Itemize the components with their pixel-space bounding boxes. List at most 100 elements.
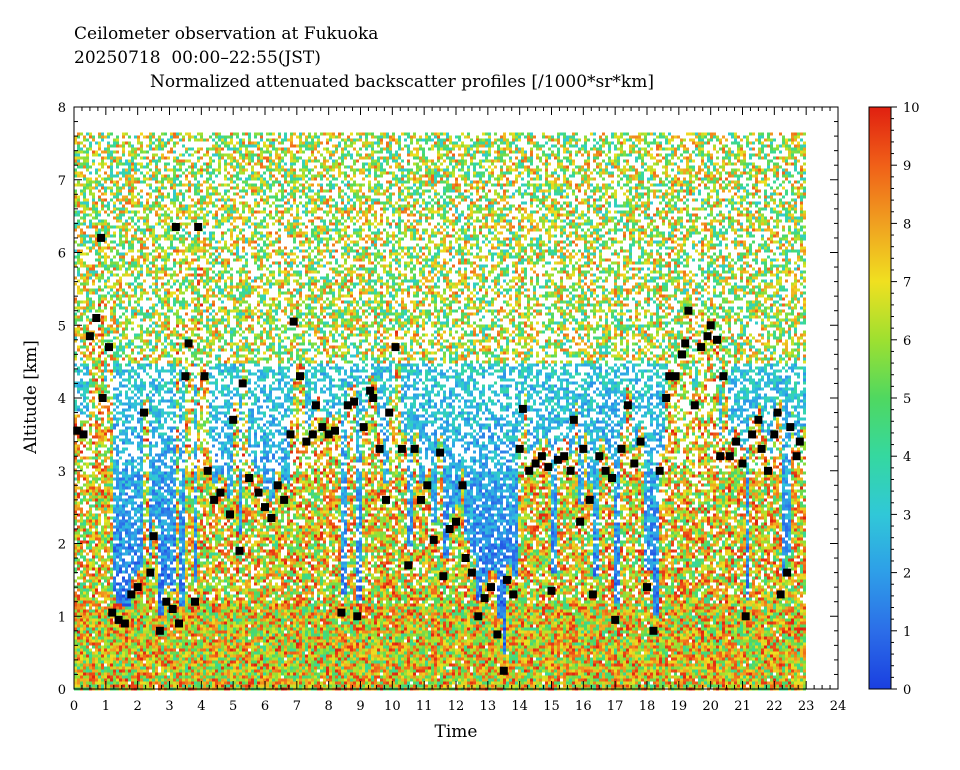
heatmap-cell bbox=[185, 330, 188, 334]
heatmap-cell bbox=[119, 684, 122, 688]
heatmap-cell bbox=[164, 219, 167, 223]
heatmap-cell bbox=[80, 498, 83, 502]
heatmap-cell bbox=[173, 282, 176, 286]
heatmap-cell bbox=[131, 351, 134, 355]
heatmap-cell bbox=[176, 462, 179, 466]
heatmap-cell bbox=[140, 420, 143, 424]
heatmap-cell bbox=[113, 357, 116, 361]
heatmap-cell bbox=[173, 264, 176, 268]
heatmap-cell bbox=[188, 282, 191, 286]
heatmap-cell bbox=[77, 615, 80, 619]
heatmap-cell bbox=[107, 270, 110, 274]
heatmap-cell bbox=[173, 198, 176, 202]
heatmap-cell bbox=[95, 642, 98, 646]
heatmap-cell bbox=[143, 564, 146, 568]
heatmap-cell bbox=[95, 444, 98, 448]
heatmap-cell bbox=[92, 552, 95, 556]
heatmap-cell bbox=[77, 609, 80, 613]
heatmap-cell bbox=[128, 633, 131, 637]
heatmap-cell bbox=[119, 558, 122, 562]
heatmap-cell bbox=[158, 222, 161, 226]
heatmap-cell bbox=[176, 570, 179, 574]
heatmap-cell bbox=[89, 180, 92, 184]
heatmap-cell bbox=[80, 627, 83, 631]
heatmap-cell bbox=[116, 597, 119, 601]
heatmap-cell bbox=[104, 333, 107, 337]
heatmap-cell bbox=[176, 630, 179, 634]
heatmap-cell bbox=[155, 666, 158, 670]
heatmap-cell bbox=[158, 432, 161, 436]
heatmap-cell bbox=[122, 198, 125, 202]
heatmap-cell bbox=[176, 390, 179, 394]
heatmap-cell bbox=[80, 501, 83, 505]
heatmap-cell bbox=[77, 585, 80, 589]
heatmap-cell bbox=[176, 351, 179, 355]
heatmap-cell bbox=[164, 639, 167, 643]
heatmap-cell bbox=[128, 543, 131, 547]
heatmap-cell bbox=[149, 285, 152, 289]
heatmap-cell bbox=[125, 513, 128, 517]
heatmap-cell bbox=[116, 477, 119, 481]
heatmap-cell bbox=[86, 600, 89, 604]
heatmap-cell bbox=[107, 177, 110, 181]
heatmap-cell bbox=[134, 258, 137, 262]
heatmap-cell bbox=[110, 594, 113, 598]
heatmap-cell bbox=[158, 294, 161, 298]
heatmap-cell bbox=[149, 162, 152, 166]
heatmap-cell bbox=[92, 549, 95, 553]
heatmap-cell bbox=[167, 657, 170, 661]
heatmap-cell bbox=[77, 663, 80, 667]
heatmap-cell bbox=[137, 204, 140, 208]
heatmap-cell bbox=[74, 447, 77, 451]
heatmap-cell bbox=[119, 630, 122, 634]
heatmap-cell bbox=[131, 210, 134, 214]
heatmap-cell bbox=[143, 417, 146, 421]
heatmap-cell bbox=[92, 138, 95, 142]
heatmap-cell bbox=[137, 663, 140, 667]
heatmap-cell bbox=[125, 663, 128, 667]
heatmap-cell bbox=[137, 216, 140, 220]
heatmap-cell bbox=[167, 333, 170, 337]
heatmap-cell bbox=[125, 336, 128, 340]
heatmap-cell bbox=[143, 603, 146, 607]
heatmap-cell bbox=[101, 612, 104, 616]
heatmap-cell bbox=[170, 537, 173, 541]
heatmap-cell bbox=[137, 201, 140, 205]
heatmap-cell bbox=[110, 573, 113, 577]
heatmap-cell bbox=[143, 366, 146, 370]
heatmap-cell bbox=[95, 378, 98, 382]
heatmap-cell bbox=[116, 666, 119, 670]
heatmap-cell bbox=[170, 132, 173, 136]
heatmap-cell bbox=[86, 264, 89, 268]
heatmap-cell bbox=[74, 669, 77, 673]
heatmap-cell bbox=[89, 495, 92, 499]
heatmap-cell bbox=[128, 621, 131, 625]
heatmap-cell bbox=[140, 339, 143, 343]
heatmap-cell bbox=[140, 237, 143, 241]
heatmap-cell bbox=[113, 675, 116, 679]
heatmap-cell bbox=[152, 474, 155, 478]
heatmap-cell bbox=[101, 429, 104, 433]
heatmap-cell bbox=[158, 621, 161, 625]
heatmap-cell bbox=[140, 618, 143, 622]
heatmap-cell bbox=[161, 684, 164, 688]
heatmap-cell bbox=[77, 153, 80, 157]
heatmap-cell bbox=[92, 513, 95, 517]
heatmap-cell bbox=[80, 249, 83, 253]
heatmap-cell bbox=[74, 552, 77, 556]
heatmap-cell bbox=[155, 588, 158, 592]
heatmap-cell bbox=[143, 234, 146, 238]
heatmap-cell bbox=[131, 159, 134, 163]
heatmap-cell bbox=[164, 156, 167, 160]
heatmap-cell bbox=[158, 420, 161, 424]
heatmap-cell bbox=[89, 297, 92, 301]
heatmap-cell bbox=[164, 318, 167, 322]
heatmap-cell bbox=[86, 675, 89, 679]
heatmap-cell bbox=[143, 672, 146, 676]
heatmap-cell bbox=[167, 627, 170, 631]
heatmap-cell bbox=[80, 555, 83, 559]
heatmap-cell bbox=[74, 471, 77, 475]
heatmap-cell bbox=[122, 501, 125, 505]
heatmap-cell bbox=[83, 636, 86, 640]
heatmap-cell bbox=[122, 636, 125, 640]
